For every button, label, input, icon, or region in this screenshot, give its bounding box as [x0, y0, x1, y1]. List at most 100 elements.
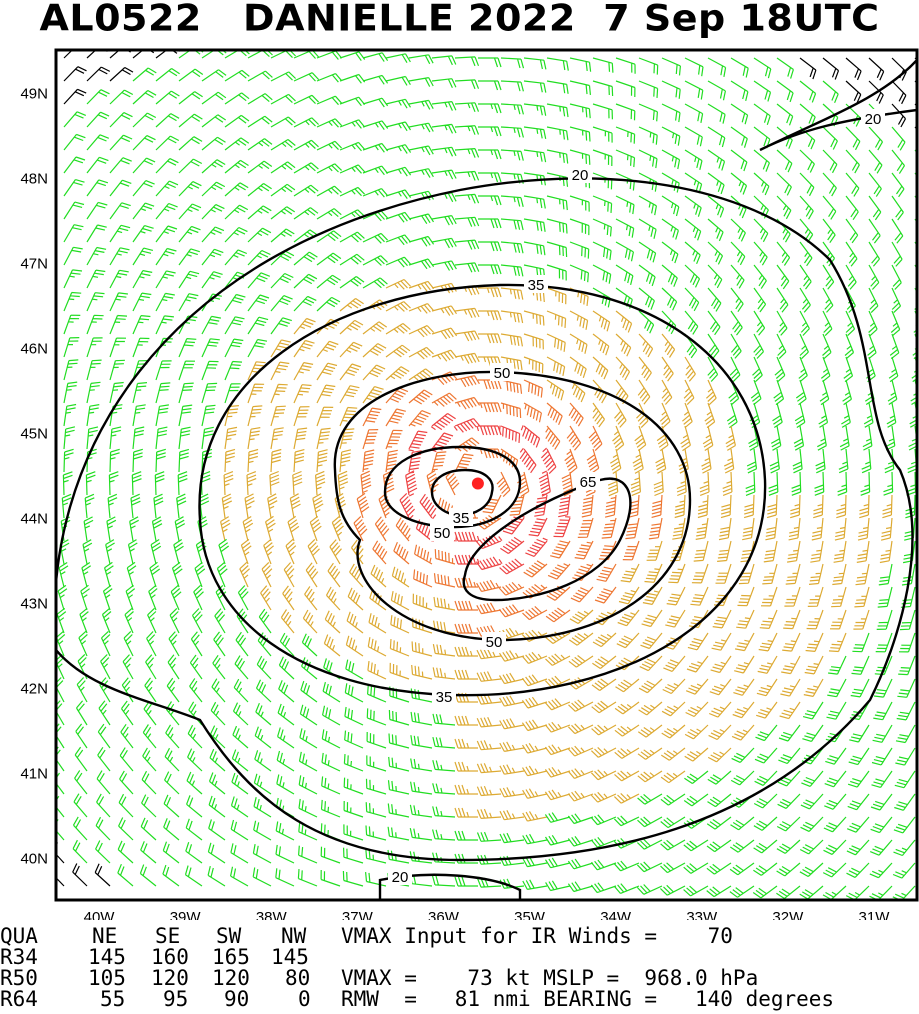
wind-barb [842, 379, 852, 406]
wind-barb [58, 561, 69, 588]
wind-barb [293, 207, 319, 220]
wind-barb [799, 310, 810, 336]
wind-barb [247, 405, 263, 427]
wind-barb [685, 701, 709, 718]
wind-barb [305, 562, 319, 588]
wind-barb [753, 149, 770, 172]
wind-barb [818, 402, 829, 428]
wind-barb [155, 67, 180, 82]
wind-barb [316, 406, 334, 427]
wind-barb [566, 425, 582, 451]
wind-barb [155, 404, 169, 427]
wind-barb [592, 195, 613, 213]
wind-barb [101, 607, 112, 634]
wind-barb [878, 563, 893, 586]
wind-barb [106, 516, 117, 542]
wind-barb [546, 80, 569, 94]
wind-barb [678, 448, 689, 474]
wind-barb [805, 632, 824, 652]
r50-se: 120 [151, 966, 189, 990]
wind-barb [292, 470, 303, 496]
wind-barb [766, 494, 778, 519]
wind-barb [201, 159, 226, 174]
wind-barb [822, 57, 840, 80]
wind-barb [347, 587, 364, 611]
wind-barb [710, 655, 732, 674]
wind-barb [521, 651, 548, 664]
wind-barb [235, 631, 249, 657]
wind-barb [224, 204, 249, 220]
wind-contour-line [56, 177, 914, 862]
wind-barb [299, 704, 318, 726]
wind-barb [500, 241, 524, 254]
wind-barb [96, 793, 111, 818]
wind-barb [454, 692, 478, 703]
wind-barb [736, 609, 755, 629]
r64-nw: 0 [298, 987, 311, 1011]
contour-label-bg [524, 275, 548, 293]
wind-barb [325, 586, 341, 611]
wind-barb [598, 540, 617, 561]
wind-barb [454, 876, 478, 887]
wind-barb [242, 515, 254, 542]
wind-barb [343, 847, 364, 864]
wind-barb [385, 121, 412, 132]
wind-barb [367, 684, 387, 703]
wind-barb [546, 585, 571, 601]
wind-barb [63, 111, 87, 128]
wind-contour-line [198, 283, 767, 697]
wind-barb [707, 356, 719, 382]
wind-barb [412, 593, 433, 611]
wind-barb [824, 793, 847, 810]
wind-barb [478, 356, 502, 367]
lon-label: 39W [170, 909, 202, 920]
wind-barb [247, 93, 273, 105]
wind-barb [644, 563, 663, 583]
wind-barb [366, 731, 387, 749]
wind-barb [97, 723, 111, 749]
r34-label: R34 [0, 945, 38, 969]
wind-barb [385, 322, 411, 335]
wind-barb [362, 429, 379, 450]
wind-barb [682, 402, 693, 429]
wind-barb [638, 218, 657, 239]
wind-barb [592, 655, 617, 670]
wind-barb [201, 69, 227, 82]
wind-barb [799, 80, 817, 103]
wind-barb [592, 287, 611, 308]
wind-barb [390, 615, 410, 634]
wind-barb [109, 292, 128, 312]
wind-barb [63, 359, 79, 381]
wind-barb [316, 340, 339, 358]
wind-barb [906, 471, 917, 496]
wind-barb [546, 402, 563, 426]
wind-barb [247, 138, 273, 151]
wind-barb [224, 360, 243, 381]
wind-barb [239, 561, 251, 588]
wind-barb [454, 193, 480, 204]
wind-barb [321, 729, 341, 749]
wind-barb [63, 448, 74, 473]
wind-barb [660, 839, 686, 851]
wind-barb [499, 855, 525, 866]
wind-barb [660, 770, 686, 784]
wind-barb [707, 793, 732, 808]
lon-label: 32W [772, 909, 804, 920]
quad-header-ne: NE [92, 924, 118, 948]
wind-barb [794, 402, 806, 429]
wind-barb [614, 724, 640, 737]
vmax-mslp-text: VMAX = 73 kt MSLP = 968.0 hPa [341, 966, 759, 990]
wind-barb [118, 793, 134, 818]
wind-barb [261, 561, 273, 588]
wind-barb [454, 307, 480, 319]
lon-label: 37W [342, 909, 374, 920]
lat-label: 41N [20, 766, 48, 783]
wind-barb [278, 656, 295, 680]
wind-barb [454, 102, 480, 113]
wind-barb [431, 451, 447, 473]
wind-barb [892, 862, 916, 879]
wind-barb [813, 494, 824, 519]
wind-barb [752, 885, 778, 899]
lon-label: 38W [256, 909, 288, 920]
wind-barb [707, 770, 732, 785]
